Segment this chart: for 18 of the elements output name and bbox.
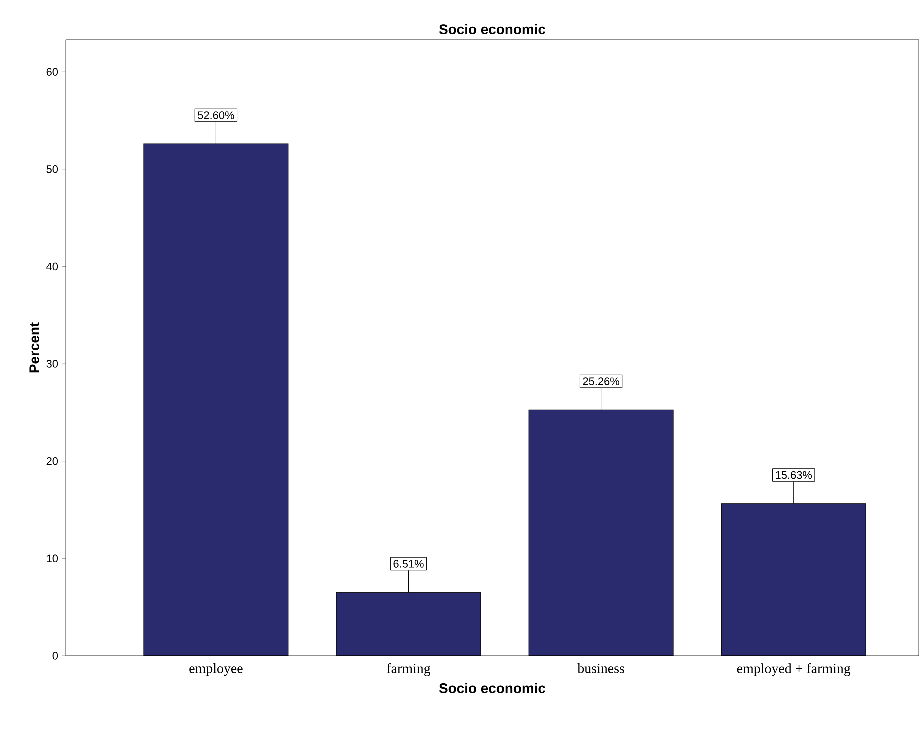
- data-label: 25.26%: [583, 378, 620, 386]
- y-tick-label: 50: [46, 166, 58, 174]
- data-label: 15.63%: [776, 471, 812, 480]
- x-tick-label: farming: [387, 663, 431, 676]
- y-tick-label: 40: [46, 262, 58, 271]
- y-tick-label: 60: [46, 68, 58, 76]
- y-tick-label: 30: [46, 360, 58, 368]
- data-label: 52.60%: [198, 112, 234, 120]
- y-tick-label: 10: [47, 554, 58, 563]
- y-tick-label: 20: [46, 457, 58, 466]
- chart-title: Socio economic: [439, 24, 546, 34]
- x-axis-title: Socio economic: [439, 683, 546, 694]
- x-tick-label: employed + farming: [737, 663, 851, 676]
- x-tick-label: employee: [190, 663, 243, 676]
- y-tick-label: 0: [52, 652, 58, 660]
- data-label: 6.51%: [394, 560, 424, 568]
- y-axis-title: Percent: [30, 322, 40, 373]
- x-tick-label: business: [578, 663, 624, 674]
